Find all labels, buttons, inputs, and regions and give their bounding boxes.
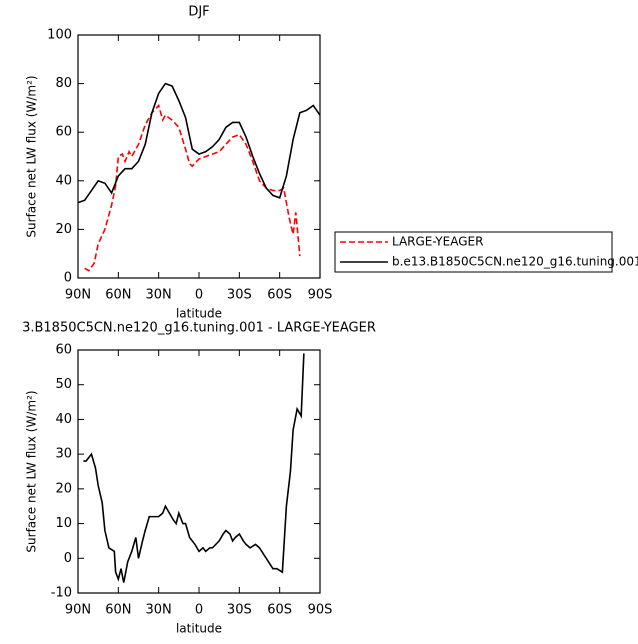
y-tick-label: 30 (55, 447, 72, 462)
x-tick-label: 90S (308, 603, 333, 618)
chart-title: 3.B1850C5CN.ne120_g16.tuning.001 - LARGE… (22, 321, 376, 336)
y-axis-label: Surface net LW flux (W/m²) (25, 390, 39, 552)
y-axis-label: Surface net LW flux (W/m²) (25, 75, 39, 237)
y-tick-label: 80 (55, 76, 72, 91)
y-tick-label: 10 (55, 516, 72, 531)
y-tick-label: 100 (47, 28, 72, 43)
x-tick-label: 30S (227, 603, 252, 618)
data-line (84, 103, 301, 272)
x-axis-label: latitude (176, 307, 222, 321)
x-axis-label: latitude (176, 622, 222, 636)
plot-frame (77, 349, 321, 594)
data-line (77, 82, 321, 204)
y-tick-label: 20 (55, 222, 72, 237)
legend-label: b.e13.B1850C5CN.ne120_g16.tuning.001 (392, 255, 638, 269)
y-tick-label: 40 (55, 412, 72, 427)
y-tick-label: 0 (64, 271, 72, 286)
y-tick-label: 20 (55, 481, 72, 496)
y-tick-label: 50 (55, 377, 72, 392)
x-tick-label: 0 (195, 603, 203, 618)
x-tick-label: 90N (65, 288, 91, 303)
y-tick-label: 0 (64, 551, 72, 566)
chart-title: DJF (188, 5, 209, 20)
y-tick-label: 60 (55, 343, 72, 358)
y-tick-label: 60 (55, 125, 72, 140)
legend-box (334, 231, 613, 273)
x-tick-label: 30S (227, 288, 252, 303)
y-tick-label: -10 (51, 586, 72, 601)
x-tick-label: 60S (267, 288, 292, 303)
x-tick-label: 60N (105, 603, 131, 618)
x-tick-label: 30N (146, 603, 172, 618)
legend-label: LARGE-YEAGER (392, 235, 483, 249)
x-tick-label: 90S (308, 288, 333, 303)
y-tick-label: 40 (55, 173, 72, 188)
x-tick-label: 30N (146, 288, 172, 303)
x-tick-label: 60S (267, 603, 292, 618)
x-tick-label: 60N (105, 288, 131, 303)
x-tick-label: 90N (65, 603, 91, 618)
plot-frame (77, 34, 321, 279)
x-tick-label: 0 (195, 288, 203, 303)
data-line (83, 353, 305, 583)
